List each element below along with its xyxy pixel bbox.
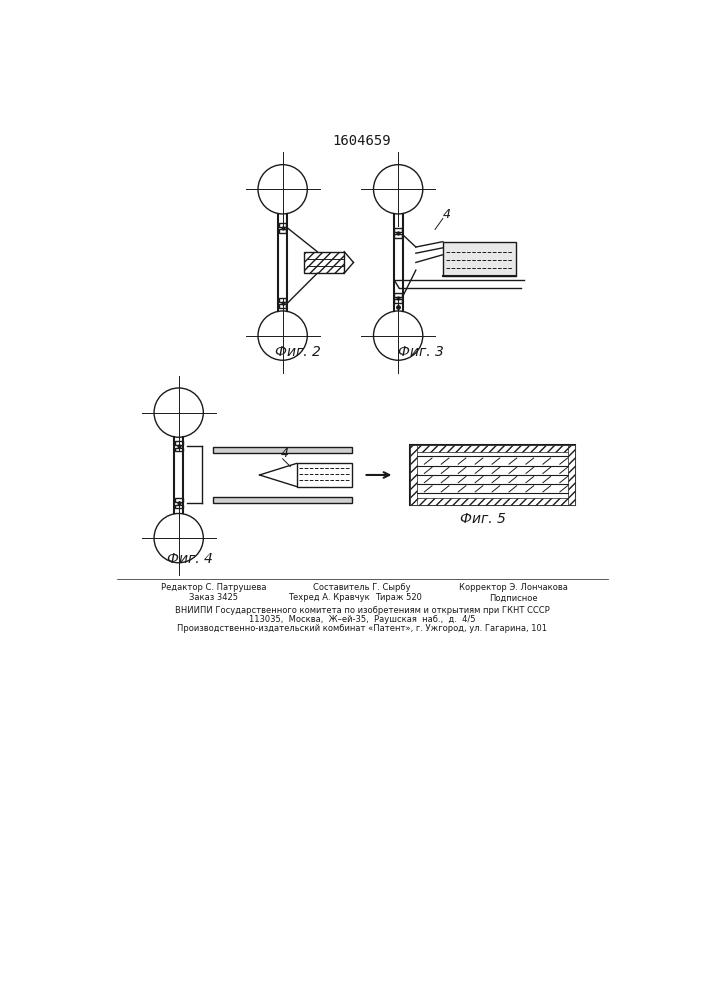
Text: 4: 4 (281, 447, 289, 460)
Bar (568, 445, 575, 505)
Text: Подписное: Подписное (489, 593, 538, 602)
Bar (279, 298, 286, 302)
Text: Производственно-издательский комбинат «Патент», г. Ужгород, ул. Гагарина, 101: Производственно-издательский комбинат «П… (177, 624, 547, 633)
Bar (443, 242, 516, 276)
Bar (175, 498, 182, 502)
Bar (175, 441, 182, 445)
Bar (304, 252, 344, 273)
Text: Составитель Г. Сырбу: Составитель Г. Сырбу (313, 583, 411, 592)
Text: Фиг. 4: Фиг. 4 (168, 552, 214, 566)
Bar (395, 228, 402, 232)
Text: Корректор Э. Лончакова: Корректор Э. Лончакова (460, 583, 568, 592)
Text: Фиг. 3: Фиг. 3 (398, 345, 444, 359)
Text: Фиг. 5: Фиг. 5 (460, 512, 506, 526)
Bar (279, 304, 286, 308)
Text: ВНИИПИ Государственного комитета по изобретениям и открытиям при ГКНТ СССР: ВНИИПИ Государственного комитета по изоб… (175, 606, 549, 615)
Bar (395, 299, 402, 303)
Text: Тираж 520: Тираж 520 (375, 593, 421, 602)
Bar (395, 293, 402, 297)
Text: Редактор С. Патрушева: Редактор С. Патрушева (160, 583, 266, 592)
Text: 4: 4 (443, 208, 451, 221)
Bar (296, 463, 352, 487)
Text: Заказ 3425: Заказ 3425 (189, 593, 238, 602)
Bar (409, 445, 575, 505)
Bar (175, 448, 182, 451)
Bar (279, 229, 286, 233)
Bar (214, 447, 352, 453)
Bar (409, 498, 575, 505)
Bar (395, 234, 402, 238)
Text: 113035,  Москва,  Ж–ей-35,  Раушская  наб.,  д.  4/5: 113035, Москва, Ж–ей-35, Раушская наб., … (249, 615, 475, 624)
Bar (409, 445, 575, 452)
Bar (279, 223, 286, 227)
Text: Фиг. 2: Фиг. 2 (275, 345, 321, 359)
Text: 1604659: 1604659 (332, 134, 391, 148)
Bar (409, 445, 416, 505)
Bar (175, 505, 182, 508)
Text: Техред А. Кравчук: Техред А. Кравчук (288, 593, 370, 602)
Bar (214, 497, 352, 503)
